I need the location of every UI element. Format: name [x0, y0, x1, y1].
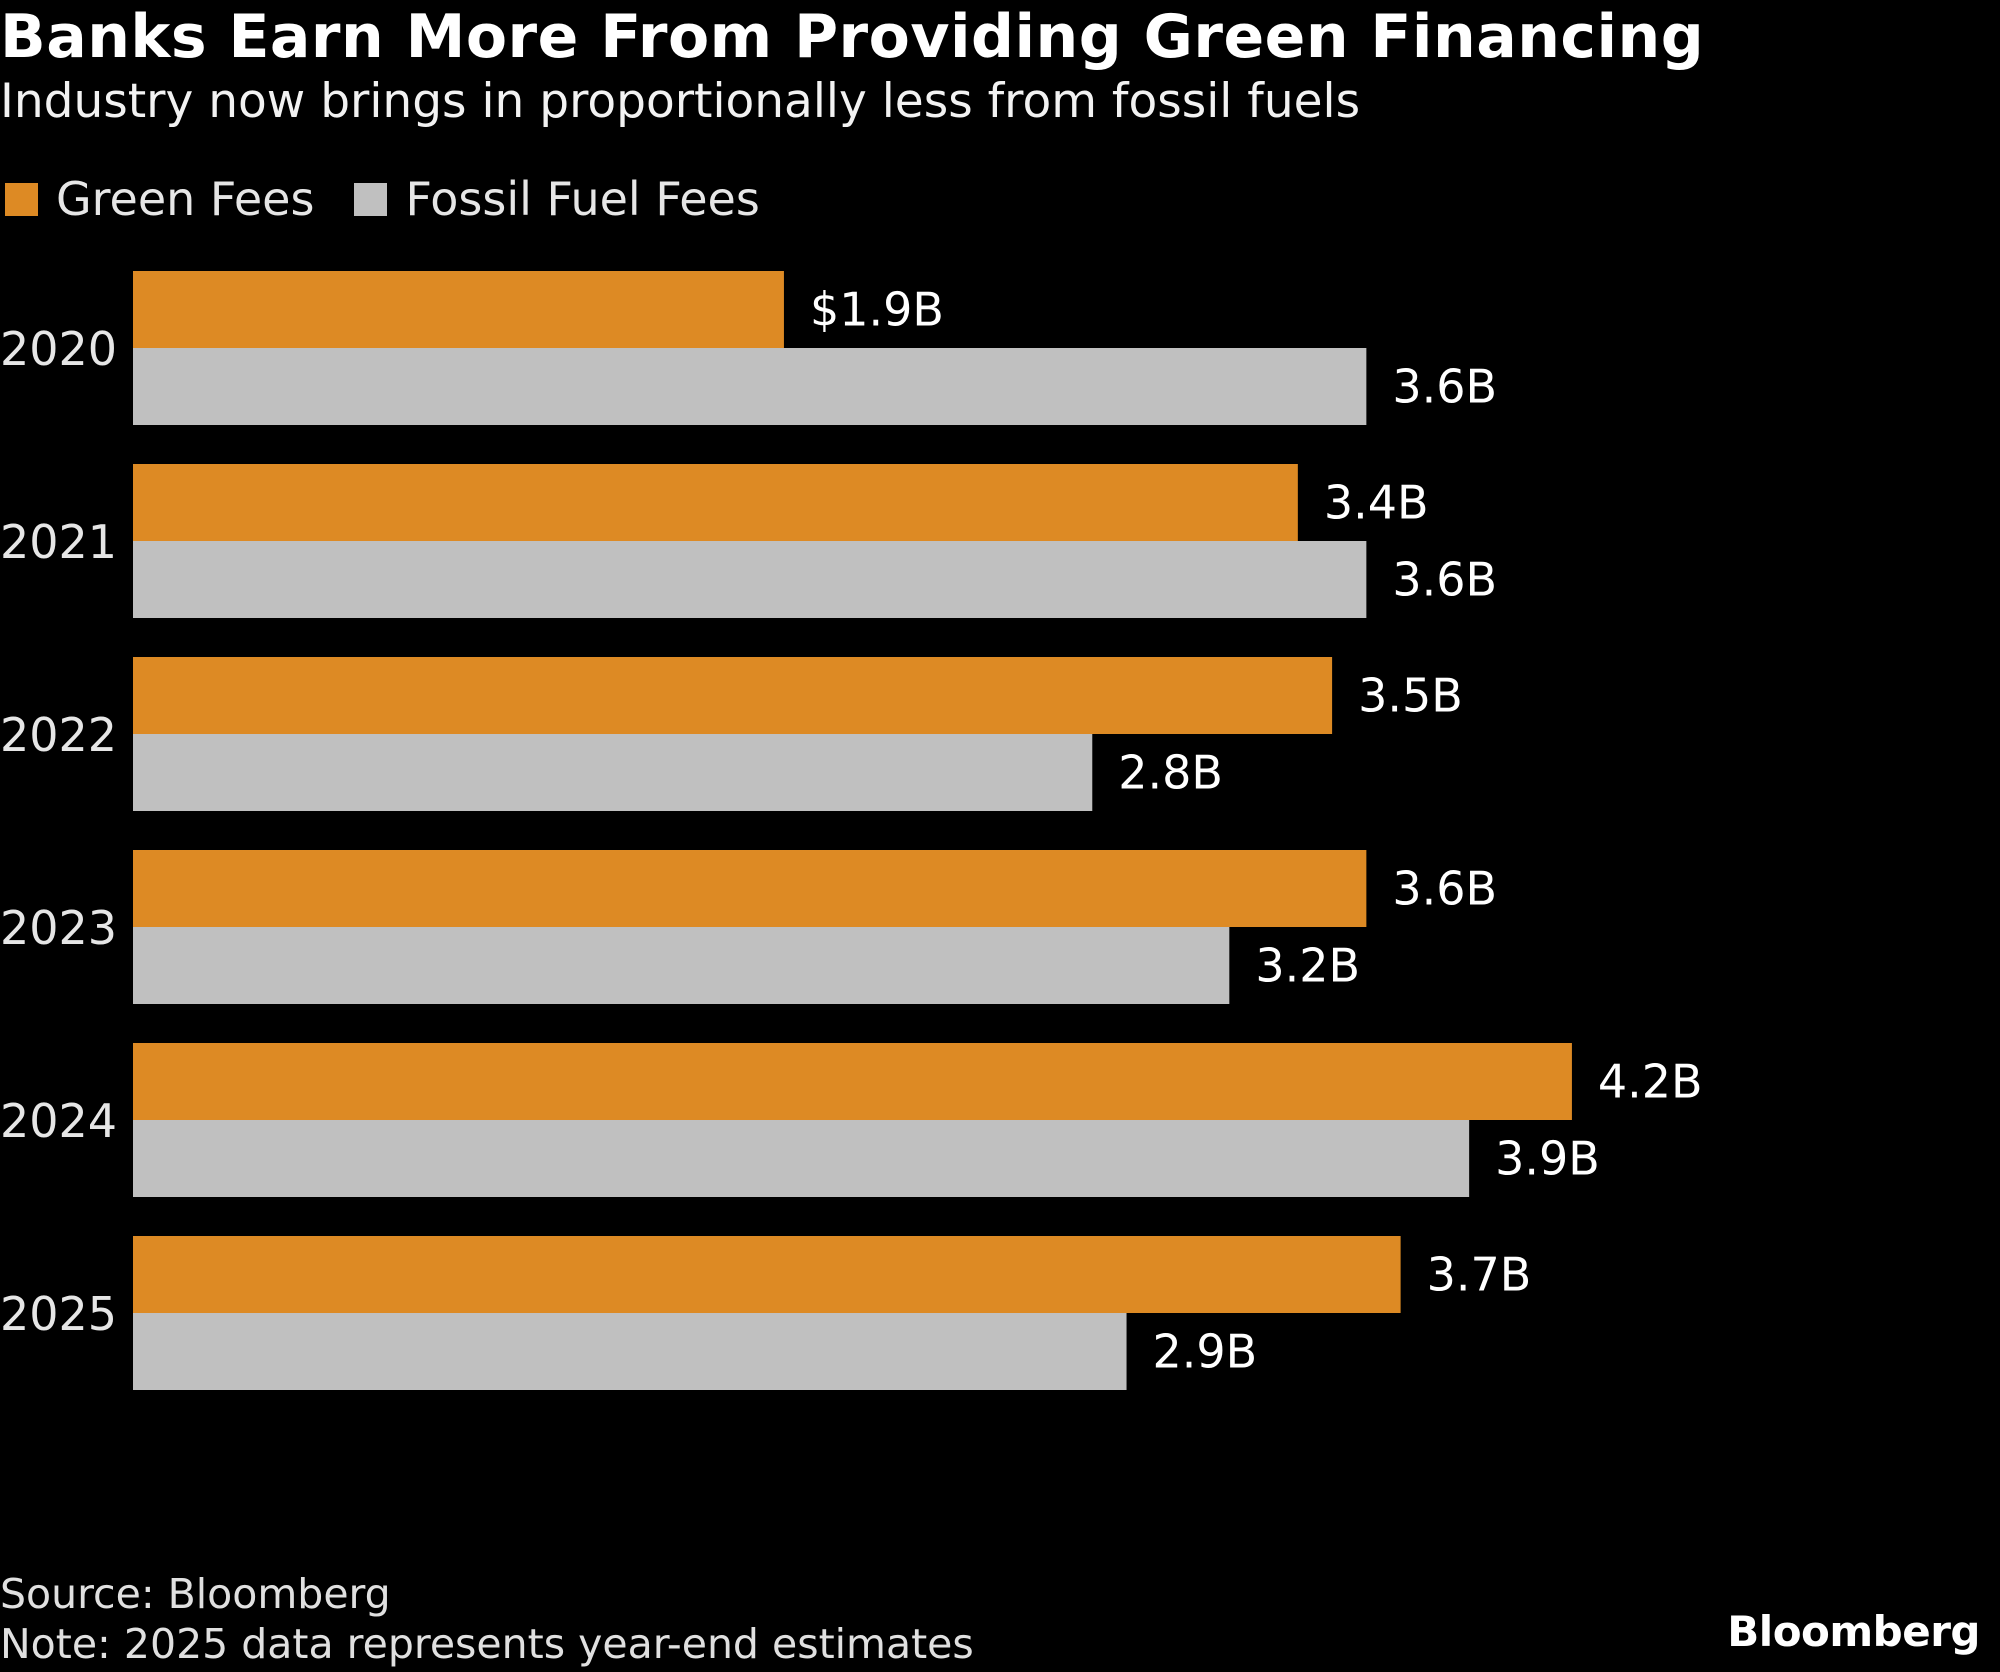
category-label-2021: 2021	[0, 515, 117, 569]
legend-item-fossil-fuel-fees: Fossil Fuel Fees	[354, 172, 760, 226]
data-label-fossil-fuel-fees-2020: 3.6B	[1392, 360, 1497, 414]
footnote: Note: 2025 data represents year-end esti…	[0, 1620, 974, 1668]
bar-fossil-fuel-fees-2022	[133, 734, 1093, 811]
data-label-fossil-fuel-fees-2025: 2.9B	[1153, 1325, 1258, 1379]
legend-label-green-fees: Green Fees	[56, 172, 315, 226]
bar-fossil-fuel-fees-2024	[133, 1120, 1470, 1197]
legend-label-fossil-fuel-fees: Fossil Fuel Fees	[405, 172, 760, 226]
data-label-green-fees-2025: 3.7B	[1427, 1248, 1532, 1302]
data-label-green-fees-2021: 3.4B	[1324, 476, 1429, 530]
data-label-green-fees-2023: 3.6B	[1392, 862, 1497, 916]
bar-green-fees-2022	[133, 657, 1333, 734]
bar-green-fees-2025	[133, 1236, 1401, 1313]
bar-fossil-fuel-fees-2020	[133, 348, 1367, 425]
chart-title: Banks Earn More From Providing Green Fin…	[0, 2, 1705, 72]
data-label-green-fees-2020: $1.9B	[810, 283, 944, 337]
bloomberg-logo: Bloomberg	[1727, 1607, 1980, 1656]
chart-subtitle: Industry now brings in proportionally le…	[0, 74, 1361, 129]
category-label-2024: 2024	[0, 1094, 117, 1148]
data-label-fossil-fuel-fees-2022: 2.8B	[1118, 746, 1223, 800]
bar-green-fees-2023	[133, 850, 1367, 927]
bar-fossil-fuel-fees-2021	[133, 541, 1367, 618]
data-label-fossil-fuel-fees-2023: 3.2B	[1255, 939, 1360, 993]
data-label-fossil-fuel-fees-2024: 3.9B	[1495, 1132, 1600, 1186]
category-label-2023: 2023	[0, 901, 117, 955]
category-label-2020: 2020	[0, 322, 117, 376]
category-label-2025: 2025	[0, 1287, 117, 1341]
bar-green-fees-2024	[133, 1043, 1572, 1120]
bar-fossil-fuel-fees-2023	[133, 927, 1230, 1004]
legend-swatch-fossil-fuel-fees	[354, 182, 388, 216]
category-label-2022: 2022	[0, 708, 117, 762]
bar-fossil-fuel-fees-2025	[133, 1313, 1127, 1390]
bar-green-fees-2021	[133, 464, 1298, 541]
data-label-green-fees-2022: 3.5B	[1358, 669, 1463, 723]
data-label-fossil-fuel-fees-2021: 3.6B	[1392, 553, 1497, 607]
legend-swatch-green-fees	[5, 182, 38, 216]
bar-green-fees-2020	[133, 271, 784, 348]
data-label-green-fees-2024: 4.2B	[1598, 1055, 1703, 1109]
legend: Green Fees Fossil Fuel Fees	[5, 172, 800, 226]
legend-item-green-fees: Green Fees	[5, 172, 314, 226]
source-note: Source: Bloomberg	[0, 1570, 391, 1618]
